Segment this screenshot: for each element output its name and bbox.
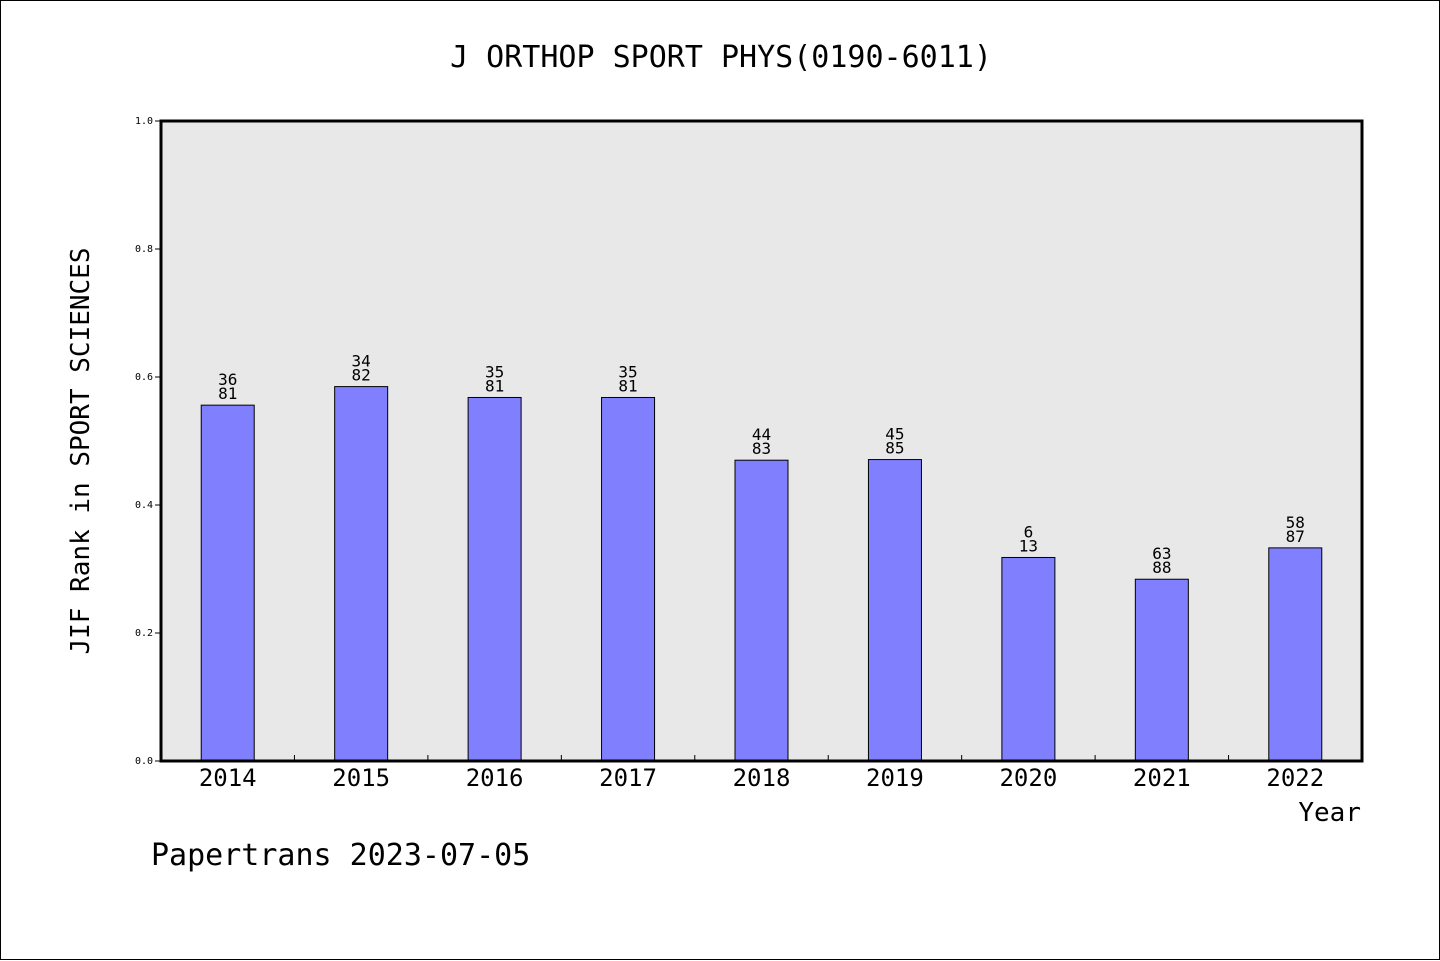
bar-total-label: 82 [352,366,371,385]
bar-rank-label: 58 [1286,513,1305,532]
bar-rank-label: 6 [1024,522,1034,541]
footer-watermark: Papertrans 2023-07-05 [151,838,530,873]
bar-total-label: 81 [618,376,637,395]
bar-total-label: 81 [218,384,237,403]
bar-total-label: 85 [885,439,904,458]
bar-2014 [200,404,255,762]
bar-rank-label: 44 [752,425,771,444]
y-axis-label: JIF Rank in SPORT SCIENCES [66,248,96,655]
y-tick-label: 1.0 [135,116,153,127]
bar-2017 [601,396,656,762]
y-tick-label: 0.0 [135,756,153,767]
bar-rank-label: 35 [485,362,504,381]
chart-title: J ORTHOP SPORT PHYS(0190-6011) [450,40,992,75]
x-tick-label: 2018 [733,764,791,792]
bar-total-label: 81 [485,376,504,395]
bar-2021 [1134,578,1189,762]
x-tick-label: 2022 [1266,764,1324,792]
bar-rank-label: 63 [1152,544,1171,563]
bar-rank-label: 36 [218,370,237,389]
x-tick-label: 2016 [466,764,524,792]
bar-rank-label: 34 [352,352,371,371]
y-tick-label: 0.6 [135,372,153,383]
x-axis-label: Year [1298,798,1361,828]
bar-rank-label: 35 [618,362,637,381]
bar-total-label: 88 [1152,558,1171,577]
x-tick-label: 2014 [199,764,257,792]
bar-total-label: 87 [1286,527,1305,546]
bar-2018 [734,459,789,762]
y-tick-label: 0.4 [135,500,153,511]
bar-2015 [334,386,389,762]
x-tick-label: 2017 [599,764,657,792]
x-tick-label: 2021 [1133,764,1191,792]
x-tick-label: 2019 [866,764,924,792]
x-tick-label: 2015 [332,764,390,792]
y-tick-label: 0.8 [135,244,153,255]
bar-2020 [1001,556,1056,762]
bar-2022 [1268,547,1323,762]
y-tick-label: 0.2 [135,628,153,639]
bar-2016 [467,396,522,762]
x-tick-label: 2020 [999,764,1057,792]
ticks-layer: 0.0 0.2 0.4 0.6 0.8 1.0 2014 2015 2016 2017 2018 20… [135,116,1324,792]
bar-total-label: 83 [752,439,771,458]
bar-total-label: 13 [1019,536,1038,555]
bar-2019 [867,459,922,762]
bar-rank-label: 45 [885,425,904,444]
plot-border [159,119,1364,763]
